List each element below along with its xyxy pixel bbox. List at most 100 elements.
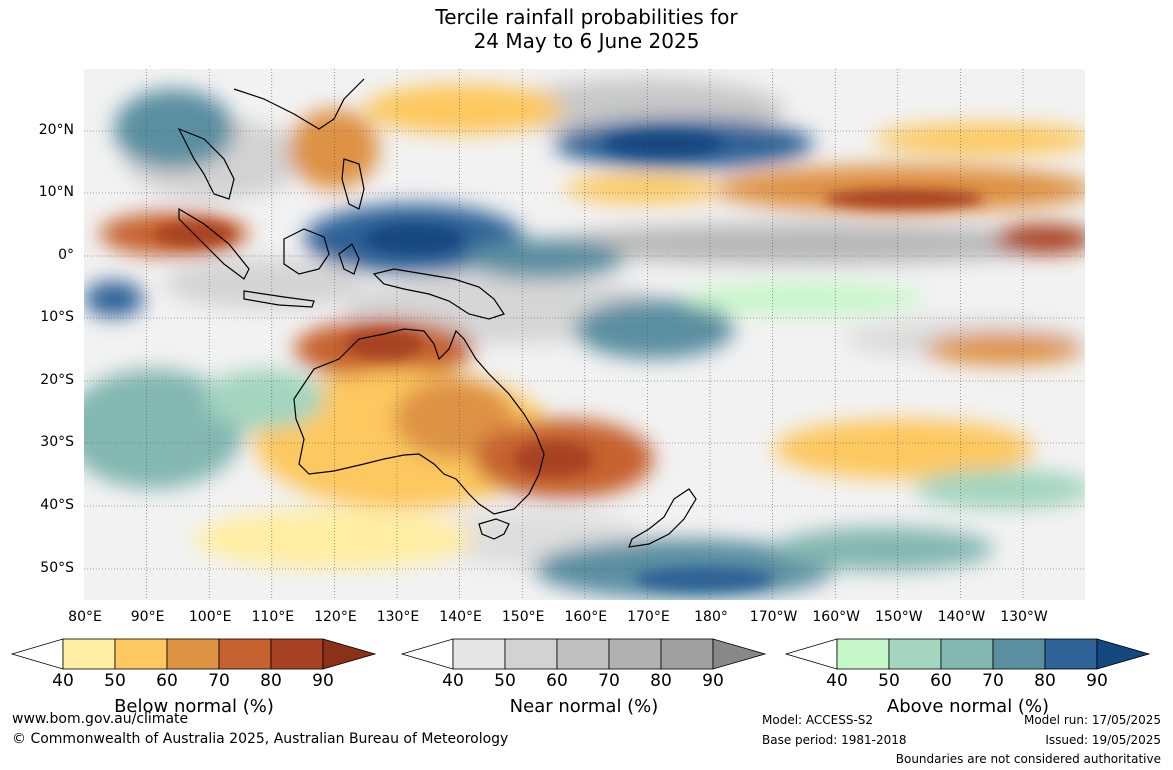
- colorbar-upper-extension: [322, 638, 377, 670]
- longitude-label: 150°W: [875, 609, 923, 625]
- colorbar-tick-label: 90: [702, 671, 724, 691]
- longitude-label: 80°E: [68, 609, 102, 625]
- below-normal-patch: [564, 175, 724, 203]
- graticule: [84, 69, 1085, 600]
- colorbar-segment: [992, 638, 1046, 670]
- colorbar-lower-extension: [401, 638, 454, 670]
- colorbar-segment: [836, 638, 890, 670]
- near-normal-patch: [164, 259, 364, 309]
- colorbar-tick-label: 50: [878, 671, 900, 691]
- sulawesi-coastline: [338, 243, 360, 275]
- above-normal-patch: [684, 283, 924, 315]
- below-normal-patch: [874, 123, 1085, 155]
- latitude-label: 10°S: [40, 309, 74, 325]
- colorbar-tick-label: 50: [494, 671, 516, 691]
- above-normal-patch: [84, 281, 144, 317]
- above-normal-patch: [774, 527, 994, 571]
- colorbar-segment: [504, 638, 558, 670]
- footer-copyright: © Commonwealth of Australia 2025, Austra…: [12, 731, 509, 747]
- longitude-label: 150°E: [501, 609, 545, 625]
- footer-url[interactable]: www.bom.gov.au/climate: [12, 711, 189, 727]
- java-coastline: [243, 290, 315, 308]
- above-normal-patch: [574, 299, 734, 359]
- longitude-label: 160°E: [564, 609, 608, 625]
- below-normal-patch: [289, 109, 379, 189]
- above-normal-patch: [464, 239, 624, 279]
- above-normal-patch: [204, 369, 324, 429]
- colorbar-tick-label: 80: [260, 671, 282, 691]
- colorbar-segment: [660, 638, 714, 670]
- colorbar-lower-extension: [11, 638, 64, 670]
- australia-coastline: [293, 328, 545, 515]
- near-normal-patch: [544, 224, 1064, 264]
- longitude-label: 110°E: [251, 609, 295, 625]
- below-normal-patch: [194, 509, 474, 569]
- indochina-coastline: [177, 127, 235, 200]
- above-normal-patch: [84, 369, 244, 489]
- above-normal-patch: [364, 224, 464, 254]
- below-normal-patch: [714, 165, 1085, 213]
- longitude-label: 130°W: [1000, 609, 1048, 625]
- latitude-label: 30°S: [40, 434, 74, 450]
- colorbar-segment: [270, 638, 324, 670]
- above-normal-patch: [114, 89, 234, 169]
- latitude-label: 20°N: [38, 122, 74, 138]
- footer-boundaries-note: Boundaries are not considered authoritat…: [895, 752, 1161, 766]
- colorbar-tick-label: 70: [598, 671, 620, 691]
- longitude-label: 180°: [694, 609, 728, 625]
- colorbar-upper-extension: [1096, 638, 1151, 670]
- colorbar-segment: [888, 638, 942, 670]
- new-guinea-coastline: [372, 268, 505, 320]
- below-normal-patch: [824, 189, 984, 209]
- below-normal-patch: [994, 224, 1085, 254]
- colorbar-segment: [608, 638, 662, 670]
- above-normal-patch: [634, 567, 774, 591]
- colorbar-tick-label: 40: [442, 671, 464, 691]
- footer-model-run: Model run: 17/05/2025: [1023, 713, 1161, 727]
- near-normal-legend-title: Near normal (%): [509, 696, 659, 717]
- borneo-coastline: [283, 228, 330, 275]
- latitude-label: 10°N: [38, 184, 74, 200]
- longitude-label: 170°W: [749, 609, 798, 625]
- tasmania-coastline: [478, 518, 510, 540]
- near-normal-colorbar: [401, 638, 767, 670]
- colorbar-tick-label: 60: [546, 671, 568, 691]
- below-normal-patch: [364, 84, 564, 134]
- colorbar-tick-label: 50: [104, 671, 126, 691]
- colorbar-segment: [218, 638, 272, 670]
- colorbar-segment: [556, 638, 610, 670]
- above-normal-patch: [914, 469, 1085, 509]
- colorbar-tick-label: 90: [1086, 671, 1108, 691]
- map-title-line-1: Tercile rainfall probabilities for: [435, 5, 738, 29]
- colorbar-segment: [62, 638, 116, 670]
- colorbar-tick-label: 80: [650, 671, 672, 691]
- below-normal-patch: [394, 379, 514, 459]
- colorbar-segment: [452, 638, 506, 670]
- colorbar-tick-label: 60: [930, 671, 952, 691]
- colorbar-upper-extension: [712, 638, 767, 670]
- latitude-label: 20°S: [40, 372, 74, 388]
- below-normal-patch: [774, 419, 1034, 479]
- colorbar-tick-label: 40: [826, 671, 848, 691]
- longitude-label: 140°E: [439, 609, 482, 625]
- above-normal-patch: [604, 132, 724, 156]
- footer-issued: Issued: 19/05/2025: [1045, 733, 1161, 747]
- above-normal-colorbar: [785, 638, 1151, 670]
- latitude-label: 50°S: [40, 560, 74, 576]
- footer-base-period: Base period: 1981-2018: [762, 733, 907, 747]
- rainfall-probability-map: [84, 69, 1085, 600]
- below-normal-colorbar: [11, 638, 377, 670]
- sumatra-coastline: [178, 207, 250, 280]
- colorbar-tick-label: 40: [52, 671, 74, 691]
- new-zealand-coastline: [628, 488, 697, 548]
- longitude-label: 90°E: [130, 609, 165, 625]
- latitude-label: 40°S: [40, 497, 74, 513]
- colorbar-segment: [940, 638, 994, 670]
- colorbar-tick-label: 60: [156, 671, 178, 691]
- below-normal-patch: [514, 441, 594, 477]
- longitude-label: 130°E: [376, 609, 420, 625]
- longitude-label: 170°E: [627, 609, 670, 625]
- china-coastline: [233, 78, 365, 130]
- colorbar-lower-extension: [785, 638, 838, 670]
- latitude-label: 0°: [58, 247, 74, 263]
